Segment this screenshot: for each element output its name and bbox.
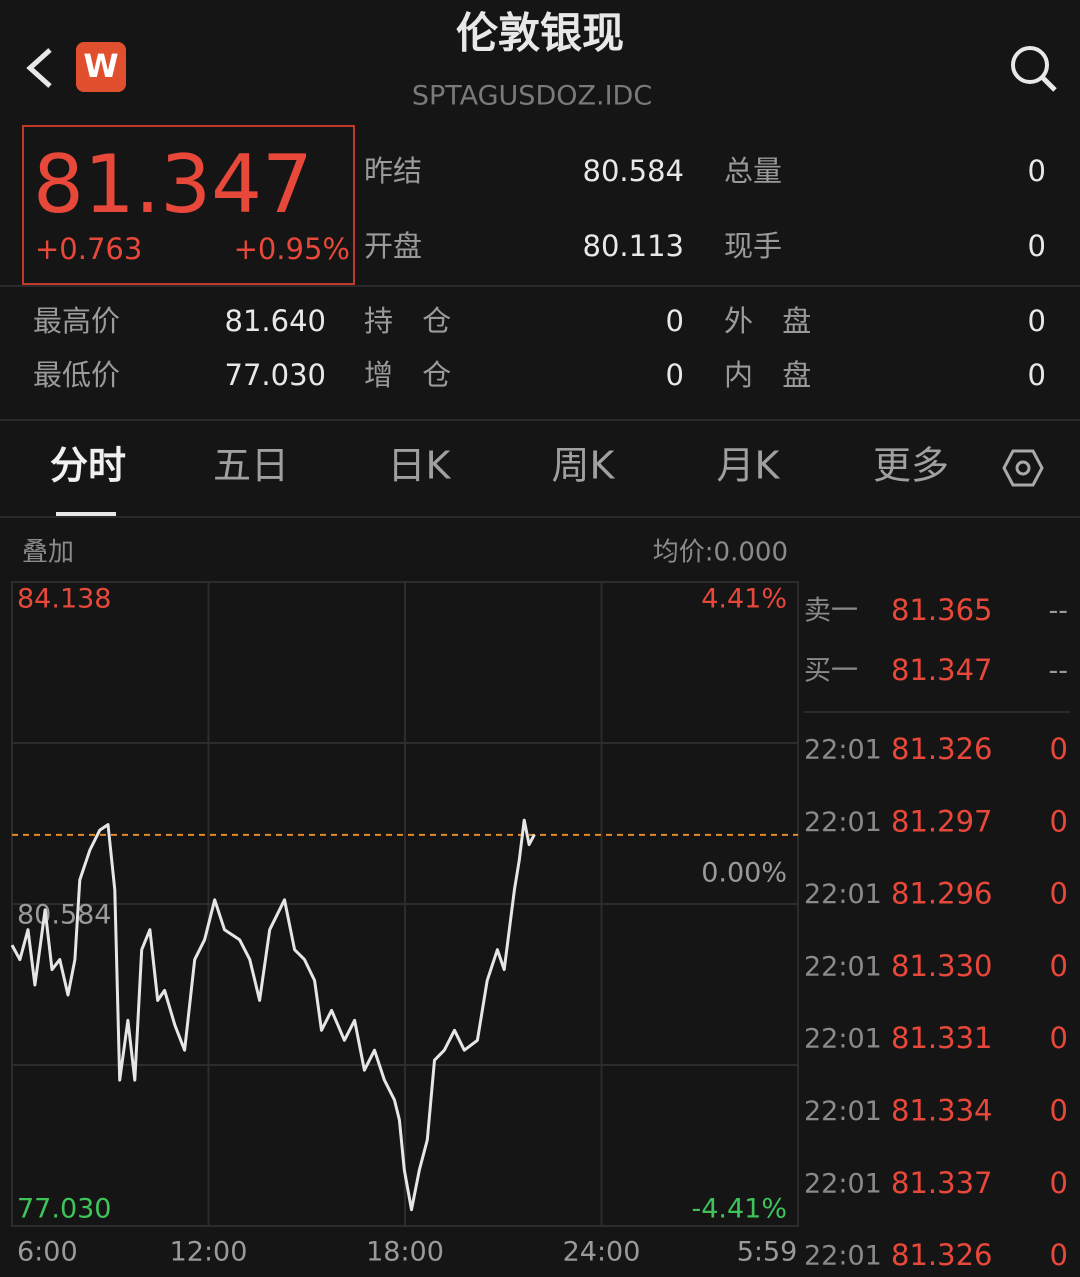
search-icon-handle bbox=[1040, 75, 1057, 92]
search-icon bbox=[1011, 46, 1049, 84]
trade-time: 22:01 bbox=[804, 1024, 882, 1055]
y-tick-label: 80.584 bbox=[17, 900, 111, 931]
price-box bbox=[22, 125, 355, 285]
stat-value: 0 bbox=[1028, 358, 1046, 392]
book-volume: -- bbox=[1049, 656, 1069, 687]
trade-volume: 0 bbox=[1050, 877, 1068, 911]
trade-price: 81.326 bbox=[891, 732, 992, 766]
trade-price: 81.331 bbox=[891, 1021, 992, 1055]
trade-time: 22:01 bbox=[804, 951, 882, 982]
trade-volume: 0 bbox=[1050, 949, 1068, 983]
tab[interactable]: 分时 bbox=[50, 444, 126, 488]
trade-volume: 0 bbox=[1050, 1094, 1068, 1128]
stat-label: 内 盘 bbox=[724, 358, 821, 392]
tab[interactable]: 日K bbox=[388, 444, 452, 488]
book-label: 买一 bbox=[804, 656, 858, 687]
stat-value: 77.030 bbox=[225, 358, 326, 392]
stat-label: 增 仓 bbox=[364, 358, 461, 392]
settings-icon bbox=[1002, 449, 1044, 487]
back-button[interactable] bbox=[26, 48, 52, 88]
trade-volume: 0 bbox=[1050, 804, 1068, 838]
trade-volume: 0 bbox=[1050, 1238, 1068, 1272]
trade-volume: 0 bbox=[1050, 1166, 1068, 1200]
tab[interactable]: 五日 bbox=[213, 444, 289, 488]
stat-label: 昨结 bbox=[364, 154, 422, 188]
avg-price: 均价:0.000 bbox=[653, 538, 788, 568]
change-pct: +0.95% bbox=[234, 232, 350, 266]
book-price: 81.365 bbox=[891, 593, 992, 627]
overlay-label[interactable]: 叠加 bbox=[22, 538, 74, 568]
y2-tick-label: -4.41% bbox=[691, 1194, 787, 1225]
title: 伦敦银现 bbox=[456, 9, 624, 58]
trade-volume: 0 bbox=[1050, 1021, 1068, 1055]
stat-value: 0 bbox=[666, 304, 684, 338]
stat-label: 总量 bbox=[724, 154, 782, 188]
trade-time: 22:01 bbox=[804, 735, 882, 766]
search-button[interactable] bbox=[1011, 46, 1057, 92]
stat-label: 最低价 bbox=[33, 358, 120, 392]
x-tick-label: 5:59 bbox=[737, 1237, 798, 1268]
y2-tick-label: 0.00% bbox=[701, 858, 787, 889]
trade-price: 81.326 bbox=[891, 1238, 992, 1272]
book-volume: -- bbox=[1049, 596, 1069, 627]
book-price: 81.347 bbox=[891, 653, 992, 687]
tab[interactable]: 周K bbox=[552, 444, 616, 488]
stat-value: 80.584 bbox=[583, 154, 684, 188]
stat-value: 0 bbox=[1028, 304, 1046, 338]
logo-text: W bbox=[83, 47, 118, 85]
price-line bbox=[10, 818, 536, 1212]
tab[interactable]: 更多 bbox=[873, 444, 949, 488]
settings-button[interactable] bbox=[1002, 449, 1044, 487]
trade-price: 81.337 bbox=[891, 1166, 992, 1200]
book-label: 卖一 bbox=[804, 596, 858, 627]
x-tick-label: 6:00 bbox=[17, 1237, 78, 1268]
tab[interactable]: 月K bbox=[717, 444, 781, 488]
settings-icon-center bbox=[1015, 460, 1031, 476]
stat-value: 0 bbox=[1028, 154, 1046, 188]
stat-value: 80.113 bbox=[583, 229, 684, 263]
code: SPTAGUSDOZ.IDC bbox=[412, 81, 652, 112]
trade-time: 22:01 bbox=[804, 879, 882, 910]
stat-value: 81.640 bbox=[225, 304, 326, 338]
y2-tick-label: 4.41% bbox=[701, 584, 787, 615]
trade-price: 81.330 bbox=[891, 949, 992, 983]
trade-time: 22:01 bbox=[804, 807, 882, 838]
x-tick-label: 18:00 bbox=[366, 1237, 444, 1268]
x-tick-label: 24:00 bbox=[563, 1237, 641, 1268]
x-tick-label: 12:00 bbox=[170, 1237, 248, 1268]
change: +0.763 bbox=[35, 232, 142, 266]
trade-price: 81.334 bbox=[891, 1094, 992, 1128]
trade-price: 81.297 bbox=[891, 804, 992, 838]
trade-time: 22:01 bbox=[804, 1096, 882, 1127]
logo-icon bbox=[76, 42, 126, 92]
stat-value: 0 bbox=[1028, 229, 1046, 263]
trade-time: 22:01 bbox=[804, 1168, 882, 1199]
y-tick-label: 77.030 bbox=[17, 1194, 111, 1225]
y-tick-label: 84.138 bbox=[17, 584, 111, 615]
trade-price: 81.296 bbox=[891, 877, 992, 911]
stat-label: 持 仓 bbox=[364, 304, 461, 338]
trade-volume: 0 bbox=[1050, 732, 1068, 766]
stat-label: 现手 bbox=[724, 229, 782, 263]
stat-label: 最高价 bbox=[33, 304, 120, 338]
stat-value: 0 bbox=[666, 358, 684, 392]
stat-label: 开盘 bbox=[364, 229, 422, 263]
stat-label: 外 盘 bbox=[724, 304, 821, 338]
trade-time: 22:01 bbox=[804, 1241, 882, 1272]
price: 81.347 bbox=[33, 138, 313, 231]
